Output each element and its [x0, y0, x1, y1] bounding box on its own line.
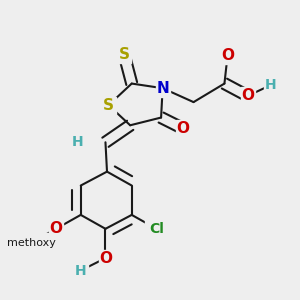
Bar: [71, 134, 85, 151]
Text: O: O: [50, 221, 62, 236]
Bar: [13, 233, 50, 252]
Bar: [98, 250, 112, 267]
Bar: [145, 220, 168, 237]
Text: O: O: [176, 121, 189, 136]
Bar: [74, 262, 88, 279]
Text: H: H: [265, 78, 277, 92]
Bar: [49, 220, 63, 237]
Text: Cl: Cl: [149, 222, 164, 236]
Text: S: S: [103, 98, 114, 113]
Text: N: N: [156, 81, 169, 96]
Text: H: H: [75, 263, 87, 278]
Bar: [220, 47, 235, 64]
Text: O: O: [99, 251, 112, 266]
Bar: [264, 76, 278, 94]
Text: methoxy: methoxy: [7, 238, 56, 248]
Bar: [176, 120, 190, 137]
Text: S: S: [118, 47, 130, 62]
Bar: [117, 46, 131, 63]
Text: O: O: [221, 48, 234, 63]
Text: H: H: [72, 135, 83, 149]
Bar: [156, 80, 170, 97]
Bar: [102, 97, 116, 114]
Bar: [241, 87, 255, 104]
Text: O: O: [241, 88, 254, 104]
